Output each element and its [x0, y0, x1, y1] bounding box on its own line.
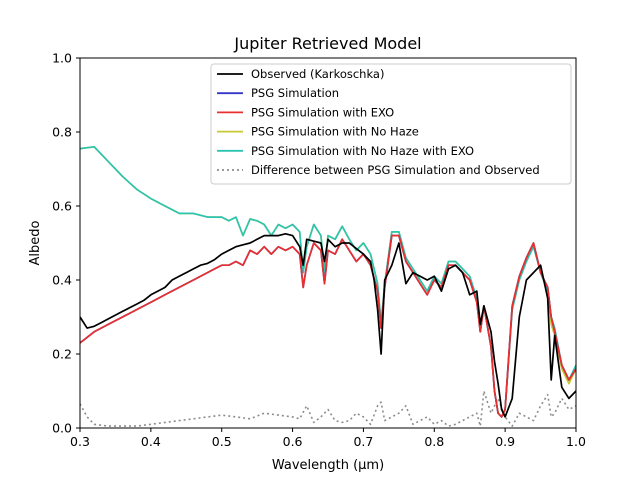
- y-tick-label: 0.0: [52, 421, 72, 436]
- chart-title: Jupiter Retrieved Model: [233, 34, 421, 53]
- legend-label-1: PSG Simulation: [251, 86, 339, 100]
- y-tick-label: 1.0: [52, 51, 72, 66]
- x-tick-label: 0.7: [353, 434, 373, 449]
- plot-frame: [79, 57, 577, 429]
- series-line-2: [80, 234, 576, 418]
- x-tick-label: 0.5: [212, 434, 232, 449]
- x-axis-title: Wavelength (μm): [272, 458, 384, 473]
- y-tick-label: 0.4: [52, 273, 72, 288]
- legend-label-5: Difference between PSG Simulation and Ob…: [251, 163, 540, 177]
- x-tick-label: 1.0: [566, 434, 586, 449]
- x-tick-label: 0.3: [70, 434, 90, 449]
- x-tick-label: 0.4: [141, 434, 161, 449]
- y-axis-title: Albedo: [28, 220, 43, 265]
- legend-label-0: Observed (Karkoschka): [251, 67, 384, 81]
- series-line-5: [80, 390, 576, 427]
- x-tick-label: 0.6: [283, 434, 303, 449]
- x-axis: 0.3 0.4 0.5 0.6 0.7 0.8 0.9 1.0: [70, 428, 586, 449]
- series-layer: [80, 145, 576, 427]
- series-line-1: [80, 234, 576, 418]
- x-tick-label: 0.8: [424, 434, 444, 449]
- series-line-3: [80, 145, 576, 418]
- series-line-4: [80, 145, 576, 418]
- y-axis: 0.0 0.2 0.4 0.6 0.8 1.0: [52, 51, 80, 436]
- legend-label-3: PSG Simulation with No Haze: [251, 125, 419, 139]
- series-line-0: [80, 232, 576, 418]
- y-tick-label: 0.8: [52, 125, 72, 140]
- y-tick-label: 0.2: [52, 347, 72, 362]
- legend-label-2: PSG Simulation with EXO: [251, 105, 394, 119]
- legend-box: [210, 63, 572, 185]
- x-tick-label: 0.9: [495, 434, 515, 449]
- y-tick-label: 0.6: [52, 199, 72, 214]
- legend: Observed (Karkoschka) PSG Simulation PSG S…: [210, 63, 572, 185]
- legend-label-4: PSG Simulation with No Haze with EXO: [251, 144, 474, 158]
